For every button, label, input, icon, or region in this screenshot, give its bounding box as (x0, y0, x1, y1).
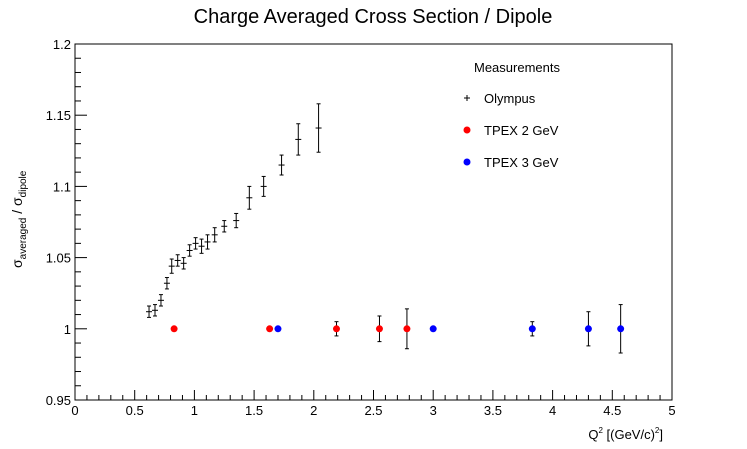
circle-marker (403, 325, 411, 333)
data-marks (146, 103, 625, 354)
legend-label-tpex-2gev: TPEX 2 GeV (484, 123, 559, 138)
point-olympus (260, 175, 267, 197)
legend-marker-olympus (464, 95, 470, 101)
chart-title: Charge Averaged Cross Section / Dipole (194, 6, 553, 28)
point-olympus (278, 154, 285, 176)
x-tick-label: 4 (549, 403, 556, 418)
circle-marker (170, 325, 178, 333)
x-axis: 0 0.5 1 1.5 2 2.5 3 3.5 4 4.5 5 (71, 390, 676, 418)
point-tpex-2-gev (332, 321, 340, 337)
y-tick-label: 0.95 (46, 393, 71, 408)
y-tick-label: 1 (64, 322, 71, 337)
x-tick-label: 2.5 (364, 403, 382, 418)
x-tick-label: 0.5 (126, 403, 144, 418)
point-olympus (295, 123, 302, 156)
legend-label-tpex-3gev: TPEX 3 GeV (484, 155, 559, 170)
point-olympus (192, 237, 199, 250)
legend-marker-tpex-2gev (463, 126, 471, 134)
point-olympus (246, 185, 253, 210)
point-olympus (211, 227, 218, 243)
x-tick-label: 2 (310, 403, 317, 418)
x-tick-label: 4.5 (603, 403, 621, 418)
point-olympus (180, 257, 187, 270)
legend-title: Measurements (474, 60, 560, 75)
point-olympus (315, 103, 322, 153)
point-olympus (198, 238, 205, 254)
circle-marker (274, 325, 282, 333)
plot-frame (74, 43, 673, 401)
circle-marker (584, 325, 592, 333)
point-olympus (146, 305, 153, 318)
point-olympus (174, 254, 181, 267)
point-tpex-3-gev (584, 311, 592, 347)
point-tpex-3-gev (528, 321, 536, 337)
y-axis: 0.95 1 1.05 1.1 1.15 1.2 (46, 37, 87, 408)
x-tick-label: 3.5 (484, 403, 502, 418)
point-olympus (186, 244, 193, 257)
point-olympus (157, 294, 164, 307)
y-tick-label: 1.1 (53, 179, 71, 194)
y-tick-label: 1.2 (53, 37, 71, 52)
y-axis-label: σaveraged / σdipole (9, 170, 29, 268)
point-olympus (204, 234, 211, 250)
y-tick-label: 1.05 (46, 251, 71, 266)
point-tpex-3-gev (429, 325, 437, 333)
point-tpex-2-gev (375, 315, 383, 343)
circle-marker (266, 325, 274, 333)
circle-marker (332, 325, 340, 333)
point-tpex-2-gev (170, 325, 178, 333)
circle-marker (429, 325, 437, 333)
point-tpex-2-gev (266, 325, 274, 333)
x-tick-label: 3 (430, 403, 437, 418)
point-tpex-2-gev (403, 308, 411, 350)
y-tick-label: 1.15 (46, 108, 71, 123)
legend-marker-tpex-3gev (463, 158, 471, 166)
point-olympus (233, 212, 240, 229)
point-olympus (151, 304, 158, 317)
x-tick-label: 1 (191, 403, 198, 418)
point-tpex-3-gev (274, 325, 282, 333)
circle-marker (617, 325, 625, 333)
legend: Measurements Olympus TPEX 2 GeV TPEX 3 G… (463, 60, 560, 170)
x-tick-label: 0 (71, 403, 78, 418)
x-tick-label: 5 (668, 403, 675, 418)
point-olympus (221, 220, 228, 233)
legend-label-olympus: Olympus (484, 91, 536, 106)
x-tick-label: 1.5 (245, 403, 263, 418)
point-olympus (163, 277, 170, 290)
x-axis-label: Q2 [(GeV/c)2] (588, 426, 663, 442)
point-olympus (168, 258, 175, 274)
point-tpex-3-gev (617, 304, 625, 354)
circle-marker (528, 325, 536, 333)
circle-marker (375, 325, 383, 333)
